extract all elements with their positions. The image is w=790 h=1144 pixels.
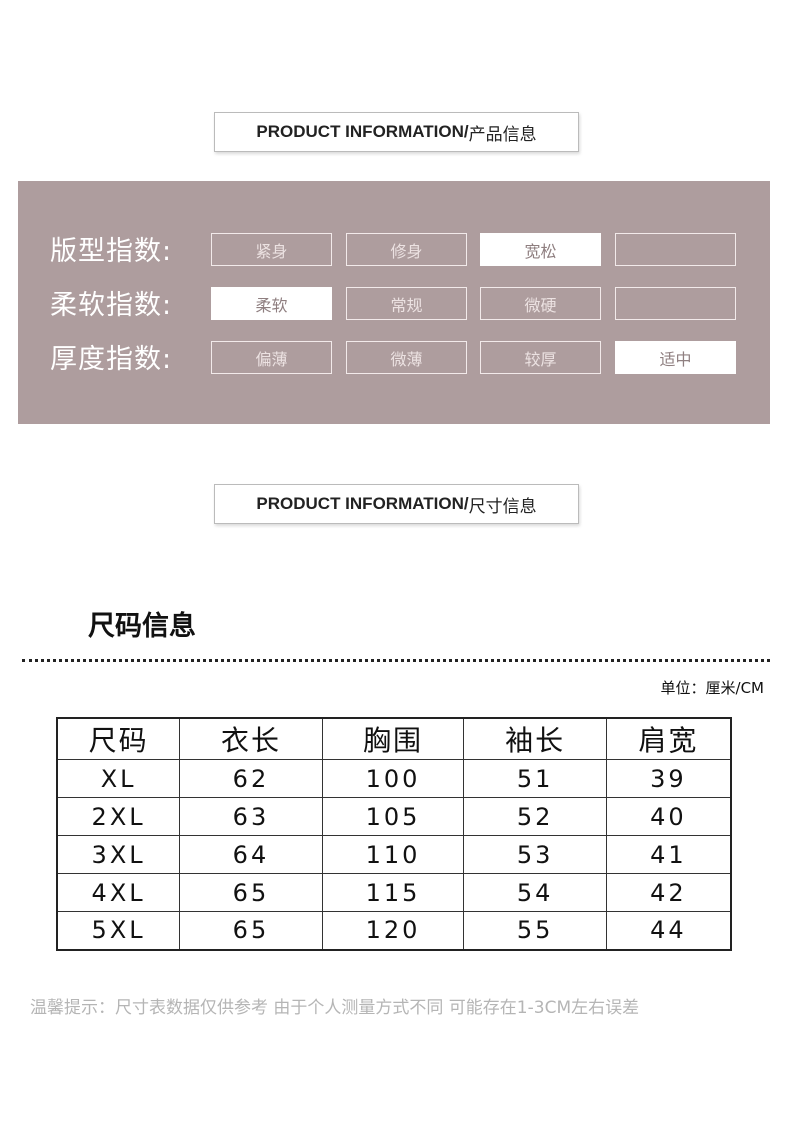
index-option: 紧身 — [211, 233, 332, 266]
table-cell: 64 — [179, 835, 323, 874]
index-option: 偏薄 — [211, 341, 332, 374]
size-title: 尺码信息 — [88, 611, 196, 642]
index-option: 柔软 — [211, 287, 332, 320]
index-label: 柔软指数: — [50, 290, 173, 321]
table-cell: 52 — [463, 797, 607, 836]
column-header: 衣长 — [179, 717, 323, 760]
size-tip: 温馨提示：尺寸表数据仅供参考 由于个人测量方式不同 可能存在1-3CM左右误差 — [30, 998, 640, 1018]
table-cell: 110 — [321, 835, 465, 874]
table-cell: 54 — [463, 873, 607, 912]
table-header-row: 尺码 衣长 胸围 袖长 肩宽 — [56, 717, 732, 760]
table-cell: 51 — [463, 759, 607, 798]
dotted-divider — [22, 659, 770, 662]
index-option: 修身 — [346, 233, 467, 266]
table-cell: 65 — [179, 911, 323, 950]
table-cell: 55 — [463, 911, 607, 950]
table-cell: 5XL — [56, 911, 181, 950]
index-option: 宽松 — [480, 233, 601, 266]
index-label: 厚度指数: — [50, 344, 173, 375]
index-option — [615, 287, 736, 320]
table-cell: 120 — [321, 911, 465, 950]
index-option: 常规 — [346, 287, 467, 320]
table-cell: 2XL — [56, 797, 181, 836]
column-header: 袖长 — [463, 717, 607, 760]
table-row: 3XL 64 110 53 41 — [56, 835, 732, 874]
index-option: 微薄 — [346, 341, 467, 374]
index-option: 适中 — [615, 341, 736, 374]
table-cell: 62 — [179, 759, 323, 798]
table-row: 5XL 65 120 55 44 — [56, 911, 732, 950]
table-cell: 39 — [605, 759, 732, 798]
index-row: 柔软指数: 柔软 常规 微硬 — [18, 287, 770, 321]
table-cell: 100 — [321, 759, 465, 798]
index-option: 较厚 — [480, 341, 601, 374]
section-header-size-info: PRODUCT INFORMATION/尺寸信息 — [214, 484, 579, 524]
table-cell: 41 — [605, 835, 732, 874]
section-header-product-info: PRODUCT INFORMATION/产品信息 — [214, 112, 579, 152]
table-row: 2XL 63 105 52 40 — [56, 797, 732, 836]
unit-label: 单位：厘米/CM — [660, 679, 764, 697]
table-cell: 63 — [179, 797, 323, 836]
table-cell: 44 — [605, 911, 732, 950]
table-cell: 65 — [179, 873, 323, 912]
table-row: XL 62 100 51 39 — [56, 759, 732, 798]
header-en: PRODUCT INFORMATION/ — [256, 122, 469, 141]
index-label: 版型指数: — [50, 236, 173, 267]
table-cell: 53 — [463, 835, 607, 874]
size-table: 尺码 衣长 胸围 袖长 肩宽 XL 62 100 51 39 2XL 63 105 52 40 3XL 64 1… — [56, 717, 732, 951]
header-cn: 尺寸信息 — [468, 496, 537, 516]
index-panel: 版型指数: 紧身 修身 宽松柔软指数: 柔软 常规 微硬厚度指数: 偏薄 微薄 较厚 适中 — [18, 181, 770, 424]
table-row: 4XL 65 115 54 42 — [56, 873, 732, 912]
table-cell: 3XL — [56, 835, 181, 874]
header-en: PRODUCT INFORMATION/ — [256, 494, 469, 513]
column-header: 肩宽 — [605, 717, 732, 760]
index-option: 微硬 — [480, 287, 601, 320]
table-cell: 105 — [321, 797, 465, 836]
header-cn: 产品信息 — [468, 124, 537, 144]
index-row: 厚度指数: 偏薄 微薄 较厚 适中 — [18, 341, 770, 375]
column-header: 胸围 — [321, 717, 465, 760]
index-option — [615, 233, 736, 266]
table-cell: 40 — [605, 797, 732, 836]
table-cell: 4XL — [56, 873, 181, 912]
column-header: 尺码 — [56, 717, 181, 760]
table-cell: XL — [56, 759, 181, 798]
table-cell: 115 — [321, 873, 465, 912]
index-row: 版型指数: 紧身 修身 宽松 — [18, 233, 770, 267]
table-cell: 42 — [605, 873, 732, 912]
